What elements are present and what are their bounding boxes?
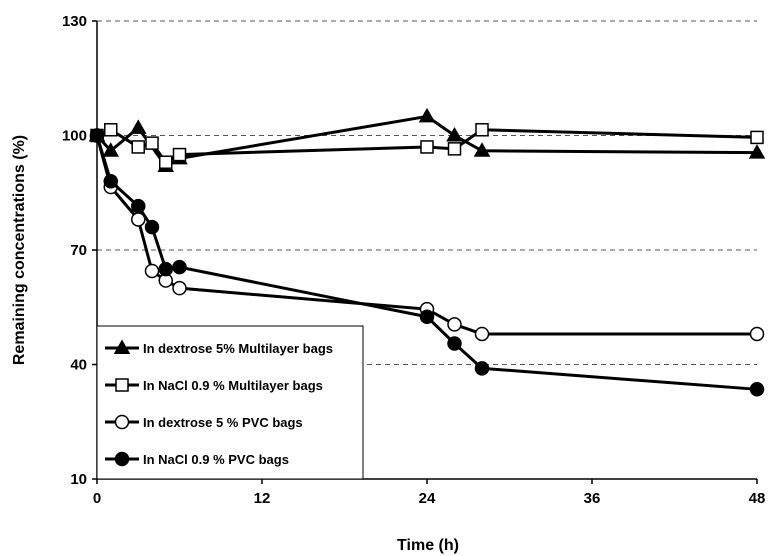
- y-tick-label: 10: [70, 471, 87, 488]
- tick-labels: 10 40 70 100 130 0 12 24 36 48: [62, 13, 765, 507]
- data-point: [447, 142, 462, 156]
- legend-marker: [115, 378, 129, 392]
- legend-item: In dextrose 5 % PVC bags: [105, 414, 303, 430]
- data-point: [418, 107, 436, 123]
- legend-item: In NaCl 0.9 % PVC bags: [105, 451, 289, 467]
- legend-label: In dextrose 5 % PVC bags: [143, 415, 303, 430]
- data-point: [474, 361, 490, 376]
- data-point: [129, 119, 147, 134]
- data-point: [145, 136, 159, 150]
- x-tick-label: 24: [419, 490, 436, 507]
- legend-item: In NaCl 0.9 % Multilayer bags: [105, 378, 323, 393]
- legend-marker: [114, 414, 130, 430]
- data-point: [446, 126, 463, 142]
- legend-label: In NaCl 0.9 % Multilayer bags: [143, 378, 323, 393]
- data-point: [131, 140, 145, 154]
- data-point: [419, 309, 435, 325]
- series-line: [96, 128, 758, 165]
- legend-marker: [113, 339, 131, 354]
- data-point: [103, 174, 118, 189]
- data-point: [475, 123, 489, 137]
- data-point: [172, 280, 187, 296]
- data-point: [749, 382, 765, 397]
- legend-item: In dextrose 5% Multilayer bags: [105, 339, 333, 356]
- legend-box: [96, 325, 364, 480]
- data-point: [473, 142, 491, 157]
- y-tick-label: 40: [70, 357, 87, 374]
- data-point: [447, 317, 462, 332]
- legend-label: In NaCl 0.9 % PVC bags: [143, 452, 289, 467]
- series-layer: [88, 107, 766, 397]
- legend-marker: [114, 451, 130, 467]
- y-axis-title: Remaining concentrations (%): [11, 135, 28, 365]
- x-tick-label: 36: [584, 490, 601, 507]
- data-point: [474, 326, 490, 342]
- legend-label: In dextrose 5% Multilayer bags: [143, 341, 333, 356]
- data-point: [420, 140, 434, 154]
- data-point: [172, 147, 187, 162]
- x-tick-label: 48: [749, 490, 766, 507]
- series-3: [89, 128, 765, 342]
- series-line: [95, 135, 757, 336]
- x-tick-label: 12: [254, 490, 271, 507]
- series-4: [89, 128, 765, 397]
- data-point: [131, 198, 146, 214]
- data-point: [159, 155, 173, 169]
- y-tick-label: 100: [62, 128, 87, 145]
- data-point: [447, 336, 462, 351]
- data-point: [144, 219, 160, 235]
- y-tick-label: 130: [62, 13, 87, 30]
- series-2: [90, 123, 764, 169]
- y-tick-label: 70: [70, 242, 87, 259]
- x-axis-title: Time (h): [397, 537, 459, 554]
- data-point: [750, 130, 764, 145]
- data-point: [89, 128, 105, 143]
- data-point: [749, 326, 765, 342]
- data-point: [102, 142, 120, 157]
- legend: In dextrose 5% Multilayer bags In NaCl 0.…: [96, 325, 364, 480]
- data-point: [104, 123, 118, 137]
- x-tick-label: 0: [93, 490, 101, 507]
- data-point: [748, 144, 766, 159]
- data-point: [172, 259, 187, 275]
- data-point: [158, 261, 173, 277]
- data-point: [144, 263, 160, 279]
